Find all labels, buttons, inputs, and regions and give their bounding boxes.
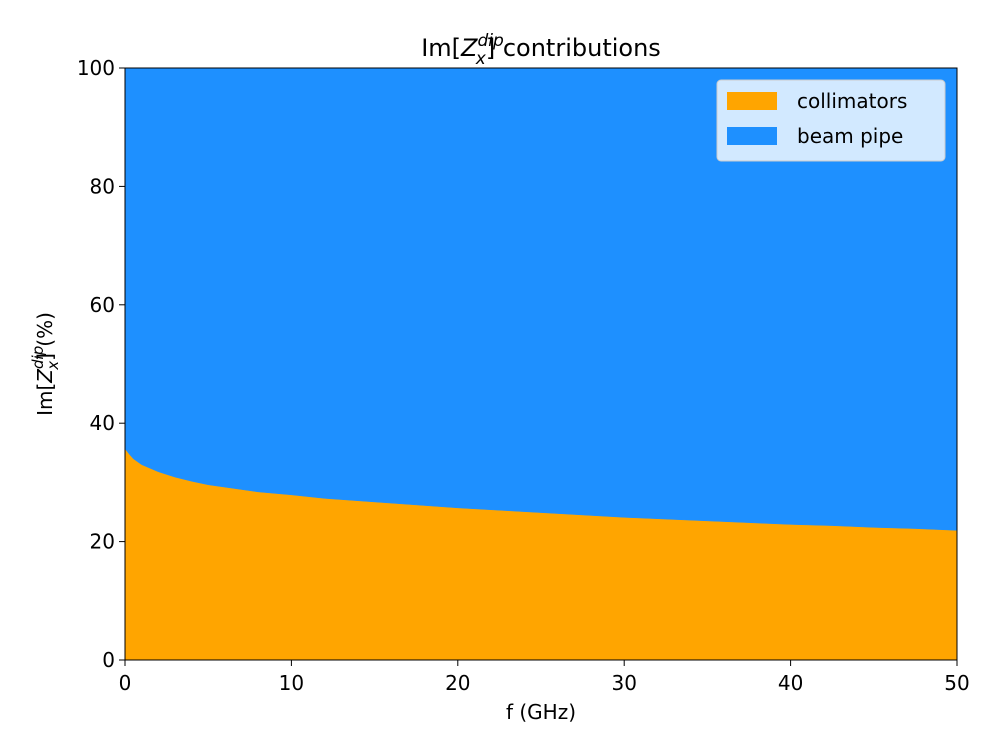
y-axis-label-sub: x (44, 361, 62, 371)
y-tick-label: 20 (90, 530, 115, 554)
x-axis: 0 10 20 30 40 50 (119, 660, 970, 695)
areas-layer (124, 67, 958, 661)
y-tick-label: 40 (90, 411, 115, 435)
chart-title-var: Z (460, 34, 478, 62)
y-tick-label: 80 (90, 174, 115, 198)
x-tick-label: 20 (445, 671, 470, 695)
y-axis-label-var: Z (33, 368, 57, 384)
x-tick-label: 50 (944, 671, 969, 695)
legend-label-collimators: collimators (797, 89, 907, 113)
x-tick-label: 30 (611, 671, 636, 695)
chart-title-post: ] contributions (486, 34, 661, 62)
y-tick-label: 0 (102, 648, 115, 672)
y-axis-label-pre: Im[ (33, 383, 57, 416)
x-tick-label: 0 (119, 671, 132, 695)
y-axis-label: Im[Zdipx] (%) (29, 312, 62, 416)
legend: collimators beam pipe (716, 79, 946, 162)
legend-swatch-collimators (727, 92, 777, 110)
y-axis-label-sup: dip (29, 346, 47, 369)
chart-title: Im[Zdip x] contributions (421, 31, 661, 69)
chart-title-sup: dip (477, 31, 504, 51)
x-tick-label: 10 (279, 671, 304, 695)
x-axis-label: f (GHz) (506, 700, 576, 724)
y-axis-label-post: ] (%) (33, 312, 57, 361)
chart-title-pre: Im[ (421, 34, 461, 62)
legend-swatch-beam-pipe (727, 127, 777, 145)
legend-label-beam-pipe: beam pipe (797, 124, 903, 148)
y-tick-label: 100 (77, 56, 115, 80)
y-tick-label: 60 (90, 293, 115, 317)
chart-title-sub: x (475, 49, 487, 69)
x-tick-label: 40 (778, 671, 803, 695)
y-axis: 0 20 40 60 80 100 (77, 56, 125, 672)
plot-frame (124, 67, 958, 661)
